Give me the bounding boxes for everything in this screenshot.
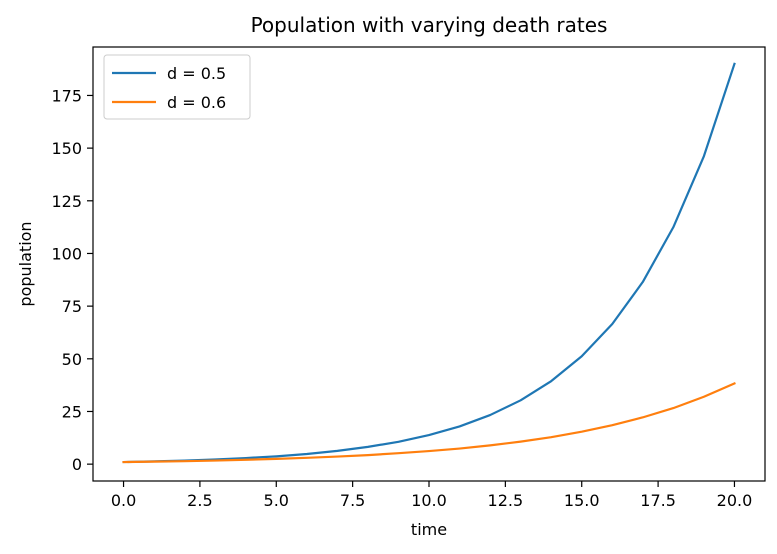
y-tick-label: 175 [51, 86, 82, 105]
series-line-1 [122, 62, 736, 464]
x-tick-label: 10.0 [411, 491, 447, 510]
x-tick-label: 12.5 [488, 491, 524, 510]
x-tick-label: 5.0 [264, 491, 289, 510]
legend-label: d = 0.6 [167, 93, 226, 112]
x-tick-label: 20.0 [717, 491, 753, 510]
y-tick-label: 150 [51, 139, 82, 158]
x-tick-label: 7.5 [340, 491, 365, 510]
y-tick-label: 0 [72, 455, 82, 474]
y-tick-label: 125 [51, 192, 82, 211]
y-axis-ticks: 0 25 50 75 100 125 150 175 [51, 86, 93, 474]
x-tick-label: 2.5 [187, 491, 212, 510]
legend: d = 0.5 d = 0.6 [103, 54, 251, 120]
series-lines [122, 62, 736, 464]
y-tick-label: 50 [62, 350, 82, 369]
y-axis-label: population [16, 221, 35, 306]
x-tick-label: 17.5 [640, 491, 676, 510]
x-axis-label: time [411, 520, 447, 539]
y-tick-label: 100 [51, 244, 82, 263]
x-tick-label: 15.0 [564, 491, 600, 510]
x-tick-label: 0.0 [111, 491, 136, 510]
series-line-2 [122, 382, 736, 464]
chart-title: Population with varying death rates [251, 13, 608, 37]
legend-label: d = 0.5 [167, 64, 226, 83]
y-tick-label: 75 [62, 297, 82, 316]
y-tick-label: 25 [62, 402, 82, 421]
x-axis-ticks: 0.0 2.5 5.0 7.5 10.0 12.5 15.0 17.5 20.0 [111, 481, 752, 510]
